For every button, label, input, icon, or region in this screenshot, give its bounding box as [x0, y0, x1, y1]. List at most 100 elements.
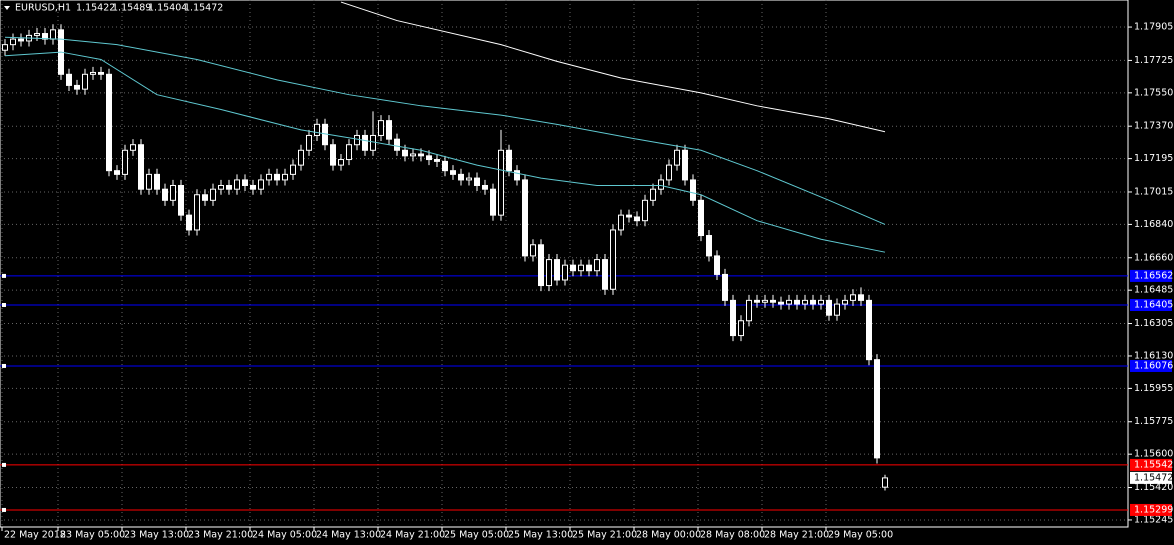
candle-body — [266, 173, 272, 181]
candle-body — [42, 33, 48, 40]
candle-body — [522, 179, 528, 257]
candle-body — [562, 264, 568, 281]
candle-body — [178, 184, 184, 216]
candle-body — [546, 259, 552, 287]
candle-body — [818, 299, 824, 305]
x-tick-label: 25 May 21:00 — [572, 530, 637, 541]
candle-body — [586, 264, 592, 272]
candle-body — [98, 71, 104, 75]
level-label-box — [1130, 458, 1172, 471]
candle-body — [698, 199, 704, 237]
candle-body — [490, 188, 496, 216]
x-tick-label: 24 May 05:00 — [252, 530, 317, 541]
candle-body — [18, 38, 24, 42]
candle-body — [570, 264, 576, 272]
y-tick-label: 1.17370 — [1134, 121, 1173, 132]
low-price: 1.15404 — [148, 3, 187, 14]
candle-body — [754, 299, 760, 303]
candle-body — [690, 179, 696, 201]
x-tick-label: 29 May 05:00 — [828, 530, 893, 541]
candle-body — [530, 244, 536, 257]
candle-body — [114, 170, 120, 175]
candle-body — [66, 73, 72, 86]
level-marker — [2, 303, 6, 308]
candle-body — [458, 173, 464, 181]
candle-body — [82, 73, 88, 90]
candle-body — [394, 138, 400, 151]
candle-body — [434, 159, 440, 162]
x-tick-label: 22 May 2018 — [4, 530, 66, 541]
candle-body — [90, 71, 96, 75]
candle-body — [826, 299, 832, 316]
candle-body — [666, 164, 672, 181]
y-tick-label: 1.17195 — [1134, 153, 1173, 164]
moving-average — [340, 1, 886, 133]
candle-body — [202, 194, 208, 201]
candle-body — [634, 216, 640, 222]
candle-body — [306, 134, 312, 151]
y-tick-label: 1.16660 — [1134, 252, 1173, 263]
y-tick-label: 1.17905 — [1134, 22, 1173, 33]
candle-body — [714, 255, 720, 275]
level-label-box — [1130, 359, 1172, 372]
candle-body — [370, 134, 376, 151]
y-tick-label: 1.15600 — [1134, 449, 1173, 460]
moving-average — [4, 36, 886, 225]
y-tick-label: 1.17015 — [1134, 186, 1173, 197]
candle-body — [74, 84, 80, 90]
menu-arrow[interactable] — [4, 6, 10, 10]
x-tick-label: 28 May 21:00 — [764, 530, 829, 541]
y-tick-label: 1.15775 — [1134, 416, 1173, 427]
candle-body — [210, 188, 216, 201]
candle-body — [770, 299, 776, 303]
current-price: 1.15472 — [1134, 472, 1173, 483]
candle-body — [338, 159, 344, 166]
candle-body — [290, 164, 296, 175]
candle-body — [146, 173, 152, 190]
candle-body — [738, 320, 744, 337]
candle-body — [346, 144, 352, 161]
candle-body — [402, 149, 408, 157]
candle-body — [722, 273, 728, 301]
level-label: 1.16076 — [1134, 360, 1173, 371]
candle-body — [418, 153, 424, 157]
y-tick-label: 1.15955 — [1134, 383, 1173, 394]
candle-body — [778, 301, 784, 305]
candle-body — [378, 120, 384, 136]
candle-body — [154, 173, 160, 190]
candle-body — [642, 199, 648, 222]
candle-body — [618, 214, 624, 231]
candle-body — [506, 149, 512, 172]
level-label: 1.15299 — [1134, 504, 1173, 515]
candle-body — [746, 299, 752, 322]
candle-body — [426, 155, 432, 161]
candle-body — [442, 160, 448, 172]
candle-body — [578, 264, 584, 272]
candle-body — [250, 184, 256, 190]
candle-body — [218, 184, 224, 190]
candle-body — [234, 179, 240, 190]
candle-body — [314, 123, 320, 136]
open-price: 1.15422 — [76, 3, 115, 14]
candle-body — [186, 214, 192, 231]
high-price: 1.15489 — [112, 3, 151, 14]
level-label: 1.16405 — [1134, 300, 1173, 311]
level-marker — [2, 363, 6, 368]
candle-body — [450, 170, 456, 175]
candle-body — [386, 120, 392, 140]
level-marker — [2, 507, 6, 512]
y-tick-label: 1.15245 — [1134, 514, 1173, 525]
candle-body — [242, 179, 248, 186]
candle-body — [34, 33, 40, 36]
level-marker — [2, 462, 6, 467]
candle-body — [298, 149, 304, 166]
x-tick-label: 25 May 05:00 — [444, 530, 509, 541]
y-tick-label: 1.17725 — [1134, 55, 1173, 66]
candle-body — [762, 299, 768, 303]
level-marker — [2, 273, 6, 278]
candle-body — [674, 149, 680, 166]
y-tick-label: 1.16130 — [1134, 350, 1173, 361]
candle-body — [810, 299, 816, 305]
